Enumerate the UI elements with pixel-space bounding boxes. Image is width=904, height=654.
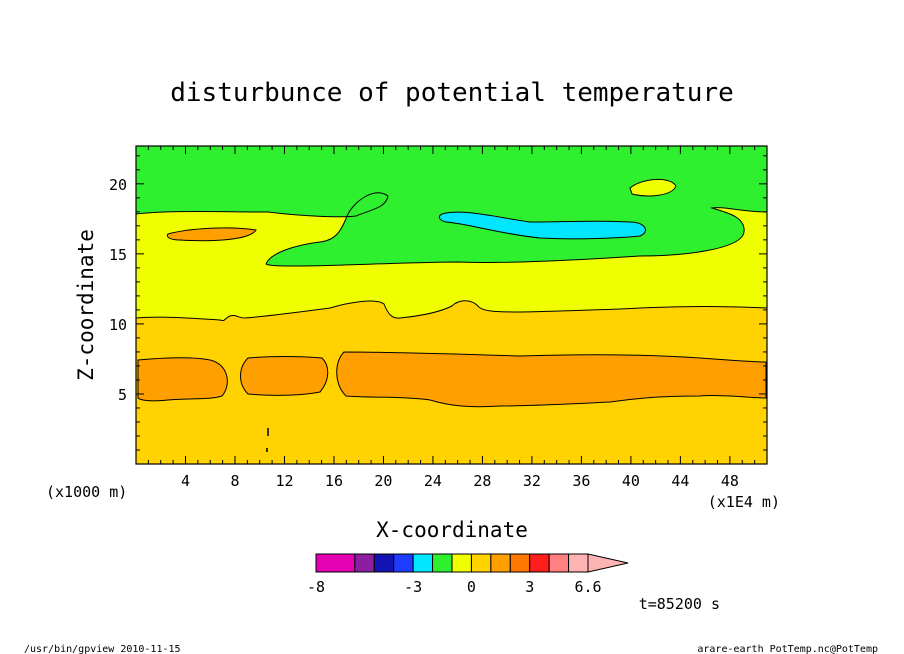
region-core-band-c: [336, 351, 767, 408]
colorbar-label: 0: [467, 578, 476, 596]
time-label: t=85200 s: [639, 595, 720, 613]
colorbar-label: 6.6: [574, 578, 601, 596]
colorbar-segment: [432, 553, 453, 573]
x-tick-label: 8: [230, 472, 239, 490]
colorbar-segment: [509, 553, 531, 573]
colorbar-segment: [490, 553, 511, 573]
x-tick-label: 12: [275, 472, 293, 490]
y-axis-ticks: 5 10 15 20: [109, 155, 767, 451]
x-tick-label: 32: [523, 472, 541, 490]
x-tick-label: 4: [181, 472, 190, 490]
x-tick-label: 44: [671, 472, 689, 490]
colorbar-label: -3: [404, 578, 422, 596]
y-tick-label: 5: [118, 386, 127, 404]
colorbar-segment: [548, 553, 570, 573]
x-tick-label: 36: [572, 472, 590, 490]
footer-right: arare-earth_PotTemp.nc@PotTemp: [697, 644, 878, 654]
colorbar-segment: [470, 553, 492, 573]
footer-left: /usr/bin/gpview 2010-11-15: [24, 644, 181, 654]
colorbar-segment: [354, 553, 375, 573]
y-tick-label: 15: [109, 246, 127, 264]
y-axis-label: Z-coordinate: [74, 229, 98, 381]
x-tick-label: 20: [374, 472, 392, 490]
x-axis-label: X-coordinate: [376, 518, 528, 542]
x-unit-left: (x1000 m): [46, 483, 127, 501]
region-upper-yellow-blob: [629, 179, 677, 197]
colorbar-segment: [393, 553, 414, 573]
x-tick-label: 48: [721, 472, 739, 490]
plot-area: [135, 145, 768, 465]
x-tick-label: 16: [325, 472, 343, 490]
colorbar-segment: [315, 553, 356, 573]
y-tick-label: 20: [109, 176, 127, 194]
chart-title: disturbunce of potential temperature: [170, 78, 734, 108]
colorbar-arrow: [587, 553, 629, 573]
colorbar-segment: [451, 553, 472, 573]
y-tick-label: 10: [109, 316, 127, 334]
colorbar: [315, 553, 629, 573]
contour-fragment: [266, 428, 269, 452]
x-tick-label: 28: [473, 472, 491, 490]
region-upper-warm-blob: [166, 227, 257, 242]
x-axis-ticks: 4 8 12 16 20 24 28 32 36 40 44 48: [147, 146, 756, 490]
region-cold-patch: [438, 211, 646, 240]
colorbar-label: -8: [307, 578, 325, 596]
region-core-band-b: [240, 356, 329, 396]
x-unit-right: (x1E4 m): [708, 493, 780, 511]
colorbar-segment: [529, 553, 550, 573]
colorbar-segment: [373, 553, 395, 573]
x-tick-label: 40: [622, 472, 640, 490]
region-core-band-a: [137, 357, 228, 402]
x-tick-label: 24: [424, 472, 442, 490]
colorbar-label: 3: [525, 578, 534, 596]
colorbar-segment: [568, 553, 589, 573]
colorbar-segment: [412, 553, 434, 573]
plot-frame: [135, 145, 768, 465]
colorbar-labels: -8 -3 0 3 6.6: [307, 578, 602, 596]
